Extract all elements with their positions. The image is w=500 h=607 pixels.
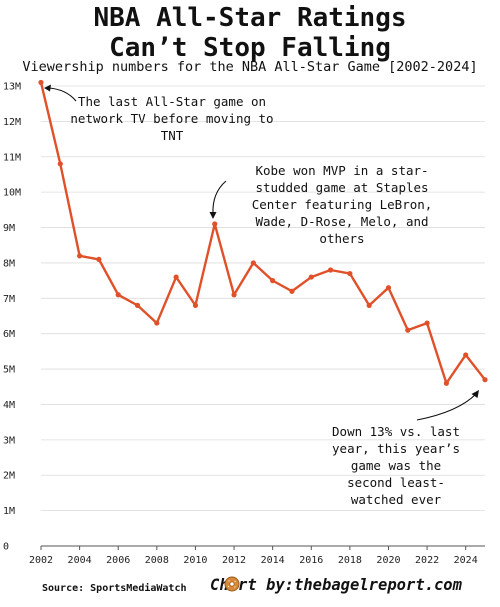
- data-point: [134, 302, 141, 308]
- data-point: [308, 274, 314, 280]
- x-tick-label: 2006: [106, 555, 130, 566]
- data-point: [385, 285, 392, 291]
- data-point: [96, 256, 102, 262]
- y-tick-label: 6M: [3, 329, 15, 340]
- data-point: [192, 302, 199, 308]
- y-axis-ticks: 0 1M 2M 3M 4M 5M 6M 7M 8M 9M 10M 11M 12M 13M: [3, 82, 21, 553]
- y-tick-label: 7M: [3, 294, 15, 305]
- credit-label: Chart by:: [210, 576, 294, 594]
- annotation-down-line: second least-: [347, 475, 445, 490]
- chart-title-line-2: Can’t Stop Falling: [109, 33, 391, 63]
- bagel-icon: [224, 576, 240, 592]
- annotation-kobe-line: studded game at Staples: [255, 180, 428, 195]
- data-point: [154, 320, 160, 326]
- chart-title-line-1: NBA All-Star Ratings: [93, 3, 407, 33]
- annotations: The last All-Star game on network TV befo…: [44, 84, 479, 507]
- arrow-tnt-head: [44, 84, 51, 92]
- y-tick-label: 11M: [3, 152, 21, 163]
- x-tick-label: 2002: [29, 555, 53, 566]
- x-tick-label: 2024: [454, 555, 478, 566]
- data-point: [443, 380, 449, 386]
- series-line: [39, 81, 487, 385]
- y-tick-label: 13M: [3, 82, 21, 93]
- arrow-tnt: [47, 87, 77, 102]
- chart-credit: Chart by: thebagelreport.com: [210, 576, 462, 594]
- x-tick-label: 2014: [261, 555, 285, 566]
- annotation-tnt-line: network TV before moving to: [70, 111, 273, 126]
- data-point: [77, 253, 83, 259]
- y-tick-label: 4M: [3, 400, 15, 411]
- arrow-kobe: [212, 180, 227, 215]
- x-tick-label: 2016: [299, 555, 323, 566]
- y-tick-label: 8M: [3, 258, 15, 269]
- x-tick-label: 2020: [376, 555, 400, 566]
- annotation-kobe-line: Kobe won MVP in a star-: [255, 163, 428, 178]
- x-tick-label: 2022: [415, 555, 439, 566]
- annotation-kobe-line: Wade, D-Rose, Melo, and: [255, 214, 428, 229]
- data-point: [405, 327, 411, 333]
- data-point: [289, 288, 295, 294]
- annotation-kobe-line: others: [319, 231, 364, 246]
- data-series: [38, 79, 488, 386]
- arrow-kobe-head: [209, 212, 217, 219]
- data-point: [463, 352, 469, 358]
- annotation-down-line: year, this year’s: [332, 441, 460, 456]
- y-tick-label: 0: [3, 542, 9, 553]
- annotation-down-line: Down 13% vs. last: [332, 424, 460, 439]
- y-tick-label: 3M: [3, 435, 15, 446]
- arrow-down-head: [471, 390, 479, 398]
- credit-site: thebagelreport.com: [294, 576, 462, 594]
- data-point: [250, 260, 256, 266]
- data-point: [482, 377, 488, 383]
- data-point: [38, 79, 44, 86]
- x-tick-label: 2018: [338, 555, 362, 566]
- chart-subtitle: Viewership numbers for the NBA All-Star …: [22, 59, 478, 75]
- y-tick-label: 2M: [3, 471, 15, 482]
- y-tick-label: 10M: [3, 188, 21, 199]
- y-tick-label: 5M: [3, 365, 15, 376]
- data-point: [115, 292, 121, 298]
- y-tick-label: 12M: [3, 117, 21, 128]
- data-point: [212, 221, 218, 227]
- data-point: [57, 161, 63, 167]
- x-axis-ticks: 2002 2004 2006 2008 2010 2012 2014 2016 2018 2020…: [29, 546, 478, 566]
- annotation-kobe-line: Center featuring LeBron,: [252, 197, 433, 212]
- data-point: [270, 278, 276, 284]
- data-point: [347, 270, 353, 277]
- data-point: [424, 320, 430, 326]
- x-tick-label: 2010: [183, 555, 207, 566]
- x-tick-label: 2012: [222, 555, 246, 566]
- x-tick-label: 2004: [68, 555, 92, 566]
- data-point: [231, 292, 237, 298]
- data-point: [366, 302, 372, 308]
- annotation-tnt-line: TNT: [161, 128, 184, 143]
- gridlines: [41, 85, 485, 547]
- x-tick-label: 2008: [145, 555, 169, 566]
- annotation-down-line: game was the: [351, 458, 441, 473]
- y-tick-label: 1M: [3, 506, 15, 517]
- annotation-tnt-line: The last All-Star game on: [78, 94, 266, 109]
- source-note: Source: SportsMediaWatch: [42, 583, 187, 594]
- arrow-down: [416, 393, 477, 421]
- y-tick-label: 9M: [3, 223, 15, 234]
- data-point: [327, 267, 334, 273]
- annotation-down-line: watched ever: [351, 492, 442, 507]
- data-point: [173, 274, 179, 280]
